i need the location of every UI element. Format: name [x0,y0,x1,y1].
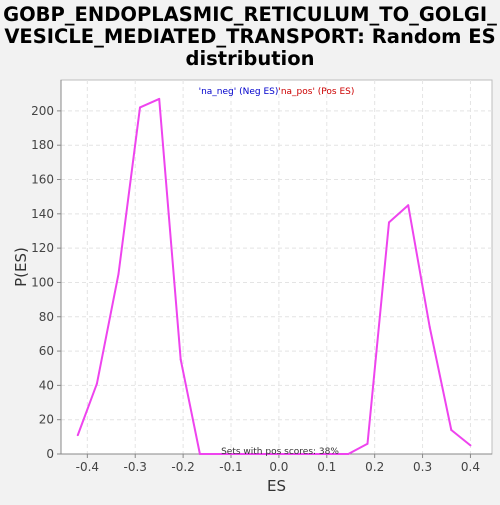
x-tick-label: 0.2 [365,460,384,474]
series-line [76,97,472,455]
data-point [239,453,242,455]
data-point [95,382,98,385]
chart-title-line: GOBP_ENDOPLASMIC_RETICULUM_TO_GOLGI_ [3,3,497,26]
y-tick-label: 140 [31,207,54,221]
pos-scores-annotation: Sets with pos scores: 38% [221,447,339,457]
data-point [407,204,410,207]
data-point [139,106,142,109]
y-tick-label: 180 [31,138,54,152]
x-tick-label: -0.4 [76,460,99,474]
y-tick-label: 120 [31,241,54,255]
data-point [277,453,280,455]
x-axis-label: ES [267,477,286,495]
x-tick-label: 0.3 [413,460,432,474]
data-point [388,221,391,224]
y-tick-label: 40 [39,378,54,392]
x-tick-label: -0.1 [219,460,242,474]
data-point [297,453,300,455]
data-point [316,453,319,455]
data-point [366,442,369,445]
data-point [218,453,221,455]
y-tick-label: 200 [31,104,54,118]
data-point [76,434,79,437]
data-point [117,272,120,275]
data-point [158,97,161,100]
x-tick-label: 0.0 [269,460,288,474]
data-point [428,326,431,329]
y-tick-label: 0 [46,447,54,461]
data-point [198,453,201,455]
data-point [179,358,182,361]
y-tick-label: 160 [31,173,54,187]
x-tick-label: 0.4 [461,460,480,474]
data-point [258,453,261,455]
x-tick-label: -0.2 [171,460,194,474]
legend-entry: 'na_neg' (Neg ES) [199,87,279,97]
data-point [347,453,350,455]
y-axis-label: P(ES) [12,247,30,287]
chart-title-line: VESICLE_MEDIATED_TRANSPORT: Random ES [4,25,495,48]
x-tick-label: -0.3 [124,460,147,474]
y-tick-label: 100 [31,275,54,289]
legend: 'na_neg' (Neg ES)'na_pos' (Pos ES) [199,87,355,97]
data-point [450,428,453,431]
data-point [469,444,472,447]
y-tick-label: 80 [39,310,54,324]
plot-area [60,79,493,455]
y-tick-label: 60 [39,344,54,358]
x-tick-label: 0.1 [317,460,336,474]
chart-title-line: distribution [186,47,315,70]
y-tick-label: 20 [39,413,54,427]
legend-entry: 'na_pos' (Pos ES) [278,87,354,97]
